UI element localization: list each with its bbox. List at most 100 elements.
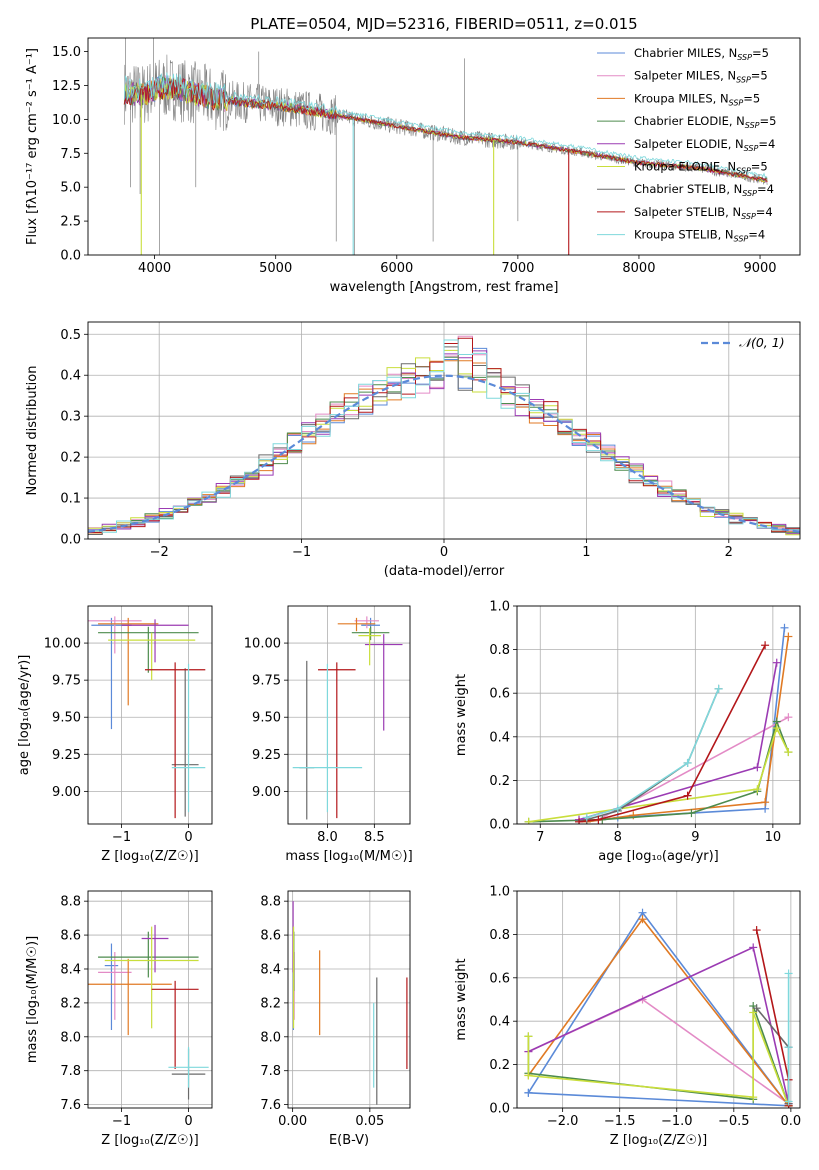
point-marker	[683, 791, 692, 800]
y-tick-label: 2.5	[60, 215, 81, 230]
errorbar-chabrier-elodie	[98, 626, 199, 673]
x-tick-label: 0.00	[278, 1114, 307, 1129]
y-tick-label: 7.8	[60, 1064, 81, 1079]
panel-z-age: −1 0 9.00 9.25 9.50 9.75 10.00 Z [log₁₀(Z/Z☉)] a…	[17, 605, 213, 864]
y-tick-label: 5.0	[60, 181, 81, 196]
y-tick-label: 0.0	[489, 818, 510, 833]
x-tick-label: 1	[582, 545, 590, 560]
errorbar-chabrier-elodie	[98, 931, 199, 978]
errorbar-chabrier-elodie	[351, 626, 390, 641]
x-tick-label: 8	[614, 830, 622, 845]
grid	[288, 606, 410, 824]
series-line	[527, 911, 791, 1107]
point-marker	[752, 1004, 761, 1013]
errorbar-salpeter-miles	[354, 616, 380, 629]
panel-spectrum: 4000 5000 6000 7000 8000 9000 0.0 2.5 5.0 7.5 10.0…	[25, 37, 801, 295]
x-axis-label: Z [log₁₀(Z/Z☉)]	[610, 1133, 707, 1148]
y-tick-label: 9.75	[252, 674, 281, 689]
y-tick-label: 0.0	[489, 1102, 510, 1117]
y-tick-label: 12.5	[52, 79, 81, 94]
x-tick-label: −1	[112, 1114, 131, 1129]
x-tick-label: 7000	[501, 261, 534, 276]
errorbar-kroupa-miles	[337, 617, 376, 632]
y-axis-label: Normed distribution	[25, 366, 40, 496]
y-tick-label: 0.5	[60, 328, 81, 343]
panel-ebv-mass: 0.00 0.05 7.6 7.8 8.0 8.2 8.4 8.6 8.8 E(B-V)	[260, 890, 411, 1148]
x-tick-label: 5000	[259, 261, 292, 276]
y-tick-label: 8.6	[60, 929, 81, 944]
y-tick-label: 8.2	[60, 996, 81, 1011]
y-tick-label: 7.6	[260, 1098, 281, 1113]
plot-content	[88, 335, 800, 536]
errorbar-salpeter-elodie	[364, 634, 403, 731]
y-tick-label: 10.00	[44, 637, 81, 652]
point-marker	[524, 1032, 533, 1041]
y-tick-label: 0.2	[489, 774, 510, 789]
y-tick-label: 0.8	[489, 928, 510, 943]
errorbar-kroupa-stelib	[171, 663, 206, 813]
errorbar-kroupa-elodie	[358, 628, 381, 666]
y-tick-label: 0.6	[489, 971, 510, 986]
errorbar-chabrier-miles	[104, 943, 119, 1031]
y-tick-label: 8.6	[260, 929, 281, 944]
x-axis-label: age [log₁₀(age/yr)]	[598, 849, 719, 864]
y-tick-label: 0.6	[489, 687, 510, 702]
axes-frame	[87, 37, 801, 256]
axes-frame	[87, 321, 801, 540]
y-tick-label: 0.4	[60, 369, 81, 384]
errorbar-chabrier-stelib	[171, 668, 199, 817]
y-tick-label: 7.8	[260, 1064, 281, 1079]
ticks: −2.0 −1.5 −1.0 −0.5 0.0 0.0 0.2 0.4 0.6 0.8 1.0	[489, 885, 801, 1130]
plot-content	[88, 616, 206, 819]
y-axis-label: mass [log₁₀(M/M☉)]	[25, 936, 40, 1063]
point-marker	[594, 815, 603, 824]
point-marker	[761, 798, 770, 807]
legend: 𝒩(0, 1)	[701, 335, 785, 350]
errorbar-kroupa-elodie	[108, 632, 196, 681]
x-tick-label: −1.5	[604, 1114, 636, 1129]
y-tick-label: 9.25	[252, 748, 281, 763]
plot-content	[292, 616, 403, 820]
x-tick-label: −2	[150, 545, 169, 560]
x-tick-label: −0.5	[718, 1114, 750, 1129]
series-line	[586, 688, 720, 819]
point-marker	[761, 641, 770, 650]
point-marker	[524, 817, 533, 824]
legend-label: Chabrier ELODIE, NSSP=5	[634, 114, 776, 130]
point-marker	[752, 926, 761, 935]
plot-content	[123, 38, 768, 255]
point-marker	[687, 809, 696, 818]
errorbar-salpeter-miles	[98, 952, 132, 1020]
axes-frame	[87, 890, 213, 1109]
legend-label: Chabrier MILES, NSSP=5	[634, 46, 769, 62]
x-tick-label: 0.05	[355, 1114, 384, 1129]
plot-content	[292, 901, 408, 1105]
x-tick-label: 0	[184, 830, 192, 845]
y-tick-label: 8.8	[60, 895, 81, 910]
panel-z-mass: −1 0 7.6 7.8 8.0 8.2 8.4 8.6 8.8 Z [log₁₀(Z/Z☉)] m…	[25, 890, 213, 1148]
axes-frame	[516, 890, 801, 1109]
axes-frame	[516, 605, 801, 825]
y-tick-label: 0.0	[60, 249, 81, 264]
point-marker	[772, 658, 781, 667]
x-tick-label: 2	[725, 545, 733, 560]
x-tick-label: 7	[536, 830, 544, 845]
errorbar-kroupa-stelib	[292, 663, 363, 813]
point-marker	[780, 623, 789, 632]
panel-mass-age: 8.0 8.5 9.00 9.25 9.50 9.75 10.00 mass [log₁₀(M…	[244, 605, 413, 864]
y-axis-label: mass weight	[454, 958, 469, 1040]
y-tick-label: 8.4	[260, 962, 281, 977]
y-tick-label: 8.0	[260, 1030, 281, 1045]
axes-frame	[287, 605, 411, 825]
point-marker	[784, 969, 793, 978]
panel-z-weight: −2.0 −1.5 −1.0 −0.5 0.0 0.0 0.2 0.4 0.6 0.8 1.0 Z […	[454, 885, 801, 1149]
plot-content	[88, 924, 209, 1100]
point-marker	[784, 632, 793, 641]
plot-content	[524, 623, 793, 824]
y-tick-label: 1.0	[489, 600, 510, 615]
panel-age-weight: 7 8 9 10 0.0 0.2 0.4 0.6 0.8 1.0 age [log₁₀(age/yr…	[454, 600, 801, 864]
ticks: 4000 5000 6000 7000 8000 9000 0.0 2.5 5.0 7.5 10.0…	[52, 45, 777, 276]
figure-title: PLATE=0504, MJD=52316, FIBERID=0511, z=0…	[250, 15, 637, 33]
plot-area	[517, 891, 800, 1108]
